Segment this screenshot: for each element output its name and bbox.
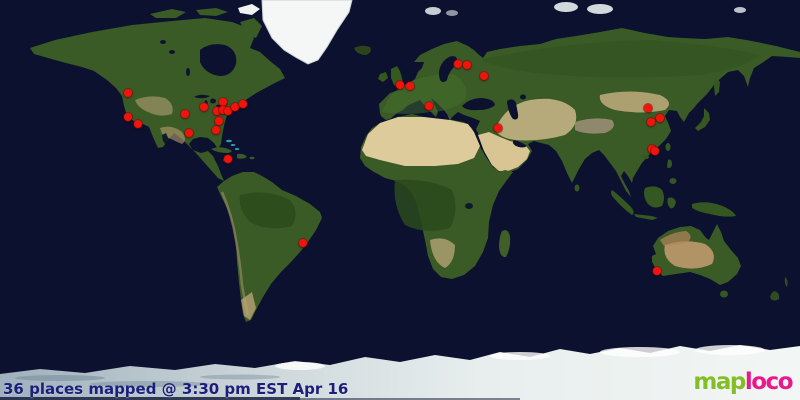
status-caption: 36 places mapped @ 3:30 pm EST Apr 16 xyxy=(3,380,349,398)
greenland xyxy=(261,0,353,65)
place-marker-australia-west xyxy=(653,267,661,275)
place-marker-east-asia-south xyxy=(651,147,659,155)
place-marker-middle-east xyxy=(494,124,502,132)
place-marker-north-america-east-coast xyxy=(239,100,247,108)
iceland xyxy=(354,45,371,55)
continent-south-america xyxy=(217,172,322,322)
arctic-ice xyxy=(425,2,746,16)
place-marker-north-america-southeast xyxy=(215,117,223,125)
place-marker-north-america-gulf xyxy=(185,129,193,137)
place-marker-north-america-east xyxy=(213,107,221,115)
place-marker-north-america-northeast xyxy=(219,98,227,106)
place-marker-east-asia-north xyxy=(644,104,652,112)
place-marker-east-asia xyxy=(656,114,664,122)
place-marker-europe-uk xyxy=(396,81,404,89)
place-marker-north-america-east-coast xyxy=(231,103,239,111)
logo-part-loco: loco xyxy=(744,369,794,395)
place-marker-europe-east xyxy=(480,72,488,80)
place-marker-north-america-east xyxy=(224,107,232,115)
place-marker-east-asia xyxy=(647,118,655,126)
place-marker-europe-north xyxy=(454,60,462,68)
continent-australia xyxy=(652,224,788,301)
place-marker-north-america-central xyxy=(181,110,189,118)
place-marker-south-america-brazil xyxy=(299,239,307,247)
place-marker-north-america-northwest xyxy=(124,89,132,97)
asia-islands xyxy=(574,78,736,220)
place-marker-north-america-east xyxy=(219,106,227,114)
continent-africa xyxy=(360,114,513,279)
logo-part-map: map xyxy=(693,369,746,395)
continent-eurasia xyxy=(379,28,800,197)
place-marker-north-america-great-lakes xyxy=(200,103,208,111)
place-marker-europe-north xyxy=(463,61,471,69)
antarctica xyxy=(0,345,800,400)
place-marker-north-america-southwest xyxy=(134,120,142,128)
place-marker-north-america-southeast xyxy=(212,126,220,134)
place-marker-north-america-west-coast xyxy=(124,113,132,121)
place-marker-europe-west xyxy=(406,82,414,90)
caribbean-islands xyxy=(211,139,255,162)
maploco-logo[interactable]: maploco xyxy=(693,369,794,395)
place-marker-europe-south xyxy=(425,102,433,110)
place-marker-caribbean xyxy=(224,155,232,163)
continent-north-america xyxy=(30,4,285,181)
